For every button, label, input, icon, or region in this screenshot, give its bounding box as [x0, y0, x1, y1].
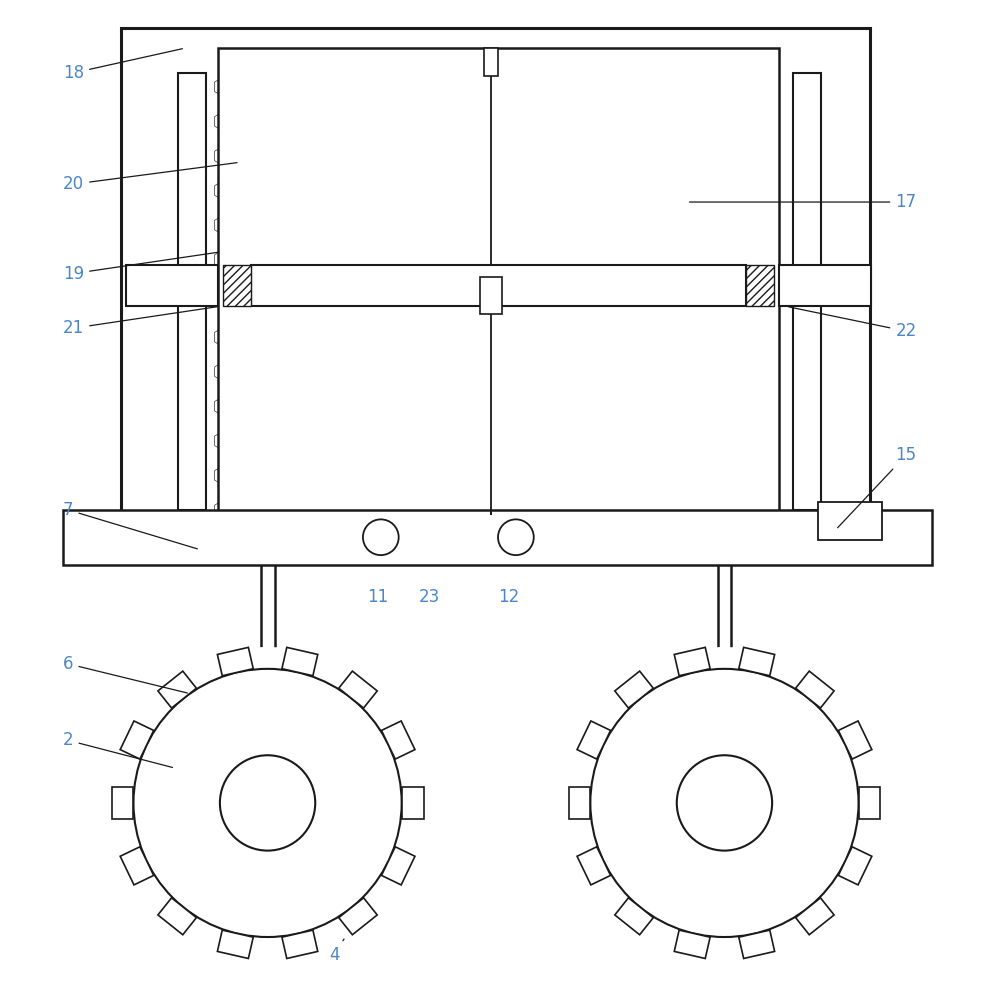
Text: 15: 15 [838, 446, 916, 528]
Polygon shape [158, 898, 196, 935]
Polygon shape [401, 787, 423, 819]
Text: 23: 23 [418, 588, 440, 606]
Bar [218, 48, 779, 515]
Polygon shape [859, 787, 880, 819]
Bar [121, 28, 871, 525]
Polygon shape [674, 930, 710, 958]
Text: 4: 4 [329, 939, 344, 964]
Text: 6: 6 [63, 655, 187, 693]
Polygon shape [339, 671, 377, 708]
Polygon shape [739, 930, 775, 958]
Polygon shape [112, 787, 133, 819]
Bar [223, 265, 251, 306]
Bar [793, 73, 821, 510]
Polygon shape [839, 847, 872, 885]
Polygon shape [615, 898, 653, 935]
Polygon shape [739, 647, 775, 676]
Polygon shape [282, 930, 318, 958]
Circle shape [676, 755, 772, 851]
Circle shape [569, 647, 880, 959]
Polygon shape [569, 787, 591, 819]
Polygon shape [839, 721, 872, 759]
Bar [251, 265, 746, 306]
Text: 7: 7 [63, 501, 197, 549]
Text: 19: 19 [63, 252, 219, 283]
Bar [779, 265, 872, 306]
Polygon shape [217, 647, 253, 676]
Bar [818, 502, 882, 540]
Text: 11: 11 [367, 588, 388, 606]
Text: 21: 21 [63, 307, 217, 337]
Polygon shape [796, 898, 834, 935]
Polygon shape [217, 930, 253, 958]
Circle shape [591, 669, 859, 937]
Polygon shape [615, 671, 653, 708]
Bar [178, 73, 206, 510]
Bar [746, 265, 774, 306]
Polygon shape [796, 671, 834, 708]
Circle shape [363, 519, 398, 555]
Polygon shape [121, 847, 153, 885]
Polygon shape [381, 847, 415, 885]
Circle shape [112, 647, 423, 959]
Text: 20: 20 [63, 163, 237, 193]
Polygon shape [121, 721, 153, 759]
Polygon shape [339, 898, 377, 935]
Polygon shape [577, 721, 611, 759]
Circle shape [220, 755, 316, 851]
Bar [484, 48, 498, 76]
Text: 2: 2 [63, 731, 172, 767]
Polygon shape [577, 847, 611, 885]
Text: 22: 22 [789, 307, 916, 340]
Bar [63, 510, 932, 565]
Polygon shape [674, 647, 710, 676]
Polygon shape [282, 647, 318, 676]
Circle shape [498, 519, 534, 555]
Bar [480, 277, 502, 314]
Text: 18: 18 [63, 49, 182, 82]
Bar [125, 265, 218, 306]
Circle shape [133, 669, 401, 937]
Text: 12: 12 [498, 588, 519, 606]
Text: 17: 17 [689, 193, 916, 211]
Polygon shape [158, 671, 196, 708]
Polygon shape [381, 721, 415, 759]
